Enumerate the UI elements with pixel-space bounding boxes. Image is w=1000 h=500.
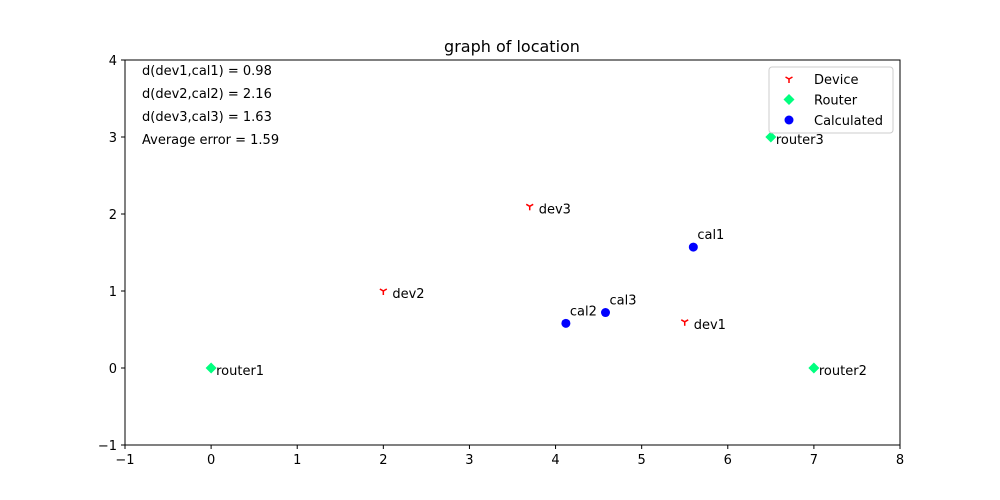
point-label-router1: router1	[216, 364, 264, 379]
point-label-router3: router3	[776, 133, 824, 148]
point-label-cal2: cal2	[570, 304, 597, 319]
legend-marker-device-arm-left	[785, 76, 790, 80]
annotation-text: d(dev1,cal1) = 0.98	[142, 64, 272, 79]
point-cal1	[688, 242, 698, 252]
point-dev3	[525, 203, 534, 211]
y-tick-label: 3	[109, 131, 117, 146]
x-tick-label: 0	[207, 453, 215, 468]
x-tick-label: 2	[379, 453, 387, 468]
y-tick-label: −1	[98, 439, 117, 454]
y-tick-label: 0	[109, 362, 117, 377]
error-annotations: d(dev1,cal1) = 0.98 d(dev2,cal2) = 2.16 d(…	[142, 64, 279, 148]
point-label-dev3: dev3	[539, 202, 571, 217]
annotation-text: Average error = 1.59	[142, 133, 279, 148]
x-tick-label: 6	[724, 453, 732, 468]
y-tick-label: 4	[109, 54, 117, 69]
point-label-cal3: cal3	[610, 294, 637, 309]
point-dev3-arm-right	[529, 203, 534, 207]
point-dev2	[379, 288, 388, 295]
legend-label: Device	[814, 73, 858, 88]
x-tick-label: 5	[638, 453, 646, 468]
y-tick-label: 2	[109, 208, 117, 223]
point-router1	[205, 362, 217, 374]
legend-box	[768, 66, 894, 134]
legend: Device Router Calculated	[768, 66, 894, 134]
point-cal3	[601, 308, 610, 318]
x-tick-label: 3	[465, 453, 473, 468]
point-label-cal1: cal1	[697, 228, 724, 243]
plot-area: dev1 dev2 dev3 router1 router2 router3 cal1 cal…	[205, 131, 867, 379]
legend-marker-calculated	[784, 115, 794, 125]
point-dev1-arm-left	[680, 319, 686, 323]
x-tick-label: 4	[551, 453, 559, 468]
point-cal2	[561, 318, 571, 328]
point-dev1	[680, 319, 689, 326]
annotation-text: d(dev2,cal2) = 2.16	[142, 87, 272, 102]
point-label-dev2: dev2	[392, 287, 424, 302]
x-tick-label: 8	[896, 453, 904, 468]
legend-marker-router	[783, 94, 795, 105]
chart-title: graph of location	[444, 37, 580, 56]
legend-marker-device	[785, 76, 793, 83]
axes-frame	[124, 59, 901, 446]
point-router2	[808, 362, 820, 374]
x-tick-label: −1	[115, 453, 134, 468]
x-tick-label: 1	[293, 453, 301, 468]
y-tick-label: 1	[109, 285, 117, 300]
legend-label: Router	[814, 94, 858, 109]
point-dev3-arm-left	[525, 203, 531, 207]
point-dev2-arm-left	[379, 288, 384, 292]
annotation-text: d(dev3,cal3) = 1.63	[142, 110, 272, 125]
x-tick-label: 7	[810, 453, 818, 468]
point-dev1-arm-right	[684, 319, 689, 323]
point-label-dev1: dev1	[694, 318, 726, 333]
point-label-router2: router2	[819, 364, 867, 379]
point-dev2-arm-right	[382, 288, 388, 292]
legend-label: Calculated	[814, 114, 883, 129]
point-router3	[765, 131, 777, 143]
axis-ticks: −1 0 1 2 3 4 5 6 7 8 −1 0 1 2 3 4	[98, 54, 904, 468]
legend-marker-device-arm-right	[788, 76, 793, 80]
